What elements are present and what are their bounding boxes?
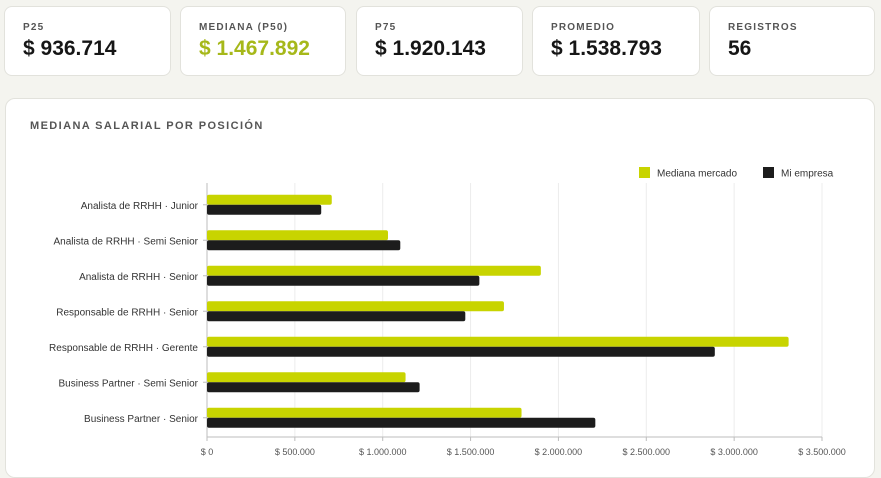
category-label: Analista de RRHH · Senior	[79, 272, 199, 283]
kpi-card-p25: P25 $ 936.714	[4, 6, 171, 76]
bar-company	[207, 417, 596, 428]
legend-label: Mediana mercado	[657, 169, 737, 180]
kpi-label: P25	[23, 22, 45, 33]
kpi-label: MEDIANA (P50)	[199, 22, 289, 33]
x-tick-label: $ 1.000.000	[359, 447, 407, 457]
kpi-value: 56	[728, 37, 752, 60]
kpi-value: $ 1.467.892	[199, 37, 310, 60]
kpi-value: $ 1.920.143	[375, 37, 486, 60]
bar-market	[207, 301, 504, 312]
salary-bar-chart: $ 0 $ 500.000 $ 1.000.000 $ 1.500.000 $ 2.00…	[49, 167, 846, 457]
x-tick-label: $ 3.500.000	[798, 447, 846, 457]
bar-market	[207, 230, 388, 241]
x-tick-label: $ 3.000.000	[710, 447, 758, 457]
legend-swatch	[763, 167, 774, 178]
kpi-value: $ 1.538.793	[551, 37, 662, 60]
category-label: Analista de RRHH · Semi Senior	[54, 236, 199, 247]
x-tick-label: $ 500.000	[275, 447, 315, 457]
x-tick-label: $ 2.000.000	[535, 447, 583, 457]
bar-company	[207, 382, 420, 393]
kpi-card-p75: P75 $ 1.920.143	[356, 6, 523, 76]
category-label: Responsable de RRHH · Senior	[56, 307, 198, 318]
kpi-label: PROMEDIO	[551, 22, 616, 33]
category-label: Business Partner · Semi Senior	[58, 378, 198, 389]
bar-company	[207, 346, 715, 357]
kpi-card-records: REGISTROS 56	[709, 6, 875, 76]
x-tick-label: $ 2.500.000	[623, 447, 671, 457]
x-tick-label: $ 1.500.000	[447, 447, 495, 457]
chart-panel: MEDIANA SALARIAL POR POSICIÓN $ 0 $ 500.0…	[5, 98, 875, 478]
chart-title: MEDIANA SALARIAL POR POSICIÓN	[30, 120, 264, 132]
bar-company	[207, 275, 480, 286]
bar-market	[207, 407, 522, 418]
bar-company	[207, 204, 322, 215]
category-label: Analista de RRHH · Junior	[81, 201, 199, 212]
bar-company	[207, 240, 401, 251]
legend-label: Mi empresa	[781, 169, 834, 180]
legend-swatch	[639, 167, 650, 178]
kpi-card-average: PROMEDIO $ 1.538.793	[532, 6, 700, 76]
kpi-card-median: MEDIANA (P50) $ 1.467.892	[180, 6, 346, 76]
kpi-label: P75	[375, 22, 397, 33]
x-tick-label: $ 0	[201, 447, 214, 457]
kpi-label: REGISTROS	[728, 22, 798, 33]
category-label: Responsable de RRHH · Gerente	[49, 343, 198, 354]
bar-market	[207, 194, 332, 205]
category-label: Business Partner · Senior	[84, 414, 199, 425]
bar-market	[207, 372, 406, 383]
bar-market	[207, 336, 789, 347]
kpi-value: $ 936.714	[23, 37, 117, 60]
bar-company	[207, 311, 466, 322]
bar-market	[207, 265, 541, 276]
